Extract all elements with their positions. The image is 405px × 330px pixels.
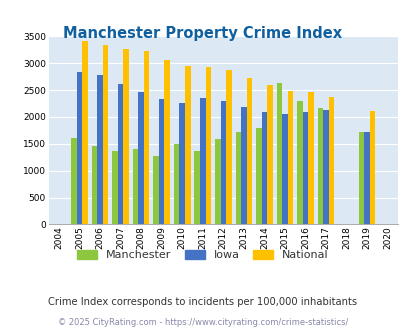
- Bar: [112, 151, 117, 224]
- Bar: [261, 112, 266, 224]
- Bar: [102, 45, 108, 224]
- Bar: [281, 114, 287, 224]
- Bar: [194, 151, 200, 224]
- Bar: [164, 60, 170, 224]
- Bar: [328, 97, 333, 224]
- Bar: [200, 98, 205, 224]
- Bar: [358, 132, 363, 224]
- Bar: [71, 138, 77, 224]
- Bar: [117, 83, 123, 224]
- Bar: [205, 67, 211, 224]
- Text: © 2025 CityRating.com - https://www.cityrating.com/crime-statistics/: © 2025 CityRating.com - https://www.city…: [58, 318, 347, 327]
- Bar: [276, 82, 281, 224]
- Bar: [296, 101, 302, 224]
- Bar: [307, 92, 313, 224]
- Bar: [173, 144, 179, 224]
- Bar: [185, 66, 190, 224]
- Bar: [179, 103, 185, 224]
- Bar: [363, 132, 369, 224]
- Text: Manchester Property Crime Index: Manchester Property Crime Index: [63, 26, 342, 41]
- Bar: [143, 51, 149, 224]
- Bar: [220, 101, 226, 224]
- Bar: [77, 72, 82, 224]
- Text: Crime Index corresponds to incidents per 100,000 inhabitants: Crime Index corresponds to incidents per…: [48, 297, 357, 307]
- Bar: [132, 149, 138, 224]
- Bar: [123, 49, 129, 224]
- Legend: Manchester, Iowa, National: Manchester, Iowa, National: [74, 246, 331, 263]
- Bar: [92, 146, 97, 224]
- Bar: [302, 112, 307, 224]
- Bar: [369, 111, 375, 224]
- Bar: [287, 90, 292, 224]
- Bar: [158, 99, 164, 224]
- Bar: [322, 111, 328, 224]
- Bar: [215, 140, 220, 224]
- Bar: [153, 156, 158, 224]
- Bar: [138, 92, 143, 224]
- Bar: [317, 108, 322, 224]
- Bar: [241, 107, 246, 224]
- Bar: [235, 132, 241, 224]
- Bar: [266, 85, 272, 224]
- Bar: [82, 41, 87, 224]
- Bar: [226, 70, 231, 224]
- Bar: [97, 75, 102, 224]
- Bar: [246, 78, 252, 224]
- Bar: [256, 128, 261, 224]
